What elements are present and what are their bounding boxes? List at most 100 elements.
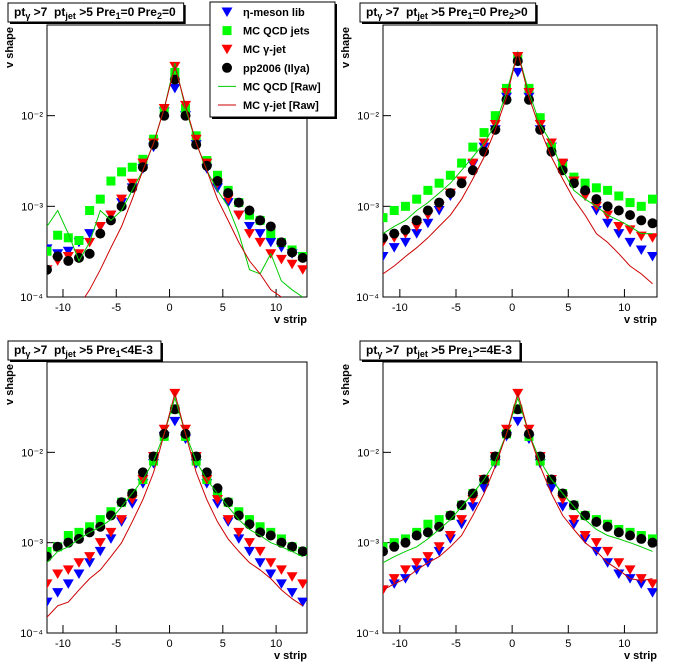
pad: 10⁻⁴ 10⁻³ 10⁻² -10 -5 0 5 10v strip v shape ptγ >… bbox=[340, 2, 658, 326]
title-box: ptγ >7 ptjet >5 Pre1<4E-3 bbox=[7, 340, 163, 362]
y-tick-label: 10⁻² bbox=[357, 447, 379, 459]
marker-square bbox=[85, 205, 95, 215]
title-subscript: γ bbox=[25, 11, 30, 21]
marker-triangle bbox=[233, 527, 245, 538]
marker-square bbox=[490, 111, 500, 121]
marker-triangle bbox=[399, 565, 411, 575]
y-tick-label: 10⁻⁴ bbox=[356, 292, 379, 304]
marker-square bbox=[434, 515, 444, 525]
y-axis-label: v shape bbox=[340, 27, 352, 68]
marker-circle bbox=[255, 215, 266, 226]
marker-circle bbox=[276, 237, 287, 248]
data-layer bbox=[383, 388, 657, 598]
marker-triangle bbox=[116, 515, 128, 525]
marker-circle bbox=[434, 521, 445, 532]
marker-triangle bbox=[286, 259, 298, 270]
title-subscript: jet bbox=[64, 11, 76, 21]
title-part: >0 bbox=[514, 5, 528, 19]
marker-triangle bbox=[568, 515, 580, 525]
y-axis-label: v shape bbox=[4, 364, 16, 405]
legend-label: MC γ-jet [Raw] bbox=[243, 100, 319, 112]
marker-triangle bbox=[422, 218, 434, 229]
marker-triangle bbox=[613, 221, 625, 232]
y-tick-label: 10⁻² bbox=[21, 447, 43, 459]
marker-circle bbox=[105, 510, 116, 521]
marker-triangle bbox=[221, 44, 233, 55]
marker-triangle bbox=[579, 531, 591, 541]
marker-triangle bbox=[286, 588, 298, 598]
marker-circle bbox=[233, 197, 244, 208]
marker-circle bbox=[383, 546, 388, 557]
marker-triangle bbox=[73, 569, 85, 579]
marker-square bbox=[47, 246, 52, 256]
x-tick-label: -10 bbox=[392, 302, 408, 314]
marker-circle bbox=[222, 62, 232, 73]
marker-triangle bbox=[422, 552, 434, 562]
chart-title: ptγ >7 ptjet >5 Pre1=0 Pre2>0 bbox=[366, 5, 528, 21]
title-part: pt bbox=[14, 5, 25, 19]
marker-triangle bbox=[84, 558, 96, 568]
marker-triangle bbox=[647, 233, 657, 243]
marker-triangle bbox=[613, 558, 625, 568]
marker-triangle bbox=[233, 534, 245, 544]
marker-triangle bbox=[590, 538, 602, 548]
marker-square bbox=[266, 229, 276, 239]
data-layer bbox=[383, 50, 657, 285]
marker-triangle bbox=[512, 67, 524, 78]
marker-triangle bbox=[557, 502, 569, 512]
pad: 10⁻⁴ 10⁻³ 10⁻² -10 -5 0 5 10v strip v shape ptγ >… bbox=[340, 340, 658, 662]
x-axis-label: v strip bbox=[624, 650, 657, 662]
y-tick-label: 10⁻³ bbox=[21, 201, 43, 213]
marker-triangle bbox=[647, 251, 657, 262]
marker-square bbox=[95, 194, 105, 204]
marker-circle bbox=[501, 94, 512, 105]
marker-square bbox=[63, 233, 73, 243]
marker-square bbox=[636, 201, 646, 211]
marker-square bbox=[74, 527, 84, 537]
title-bg bbox=[7, 340, 162, 361]
title-part: pt bbox=[366, 343, 377, 357]
marker-triangle bbox=[52, 588, 64, 598]
marker-circle bbox=[602, 201, 613, 212]
marker-square bbox=[389, 205, 399, 215]
marker-square bbox=[457, 158, 467, 168]
marker-triangle bbox=[254, 546, 266, 557]
title-part: =0 bbox=[162, 5, 176, 19]
marker-circle bbox=[422, 205, 433, 216]
x-tick-label: 0 bbox=[509, 302, 515, 314]
marker-circle bbox=[389, 541, 400, 552]
marker-circle bbox=[434, 197, 445, 208]
y-tick-label: 10⁻⁴ bbox=[20, 292, 43, 304]
title-subscript: jet bbox=[416, 349, 428, 359]
series-line bbox=[383, 391, 653, 591]
marker-triangle bbox=[624, 565, 636, 575]
x-tick-label: 0 bbox=[166, 302, 172, 314]
marker-circle bbox=[212, 176, 223, 187]
x-axis-label: v strip bbox=[274, 650, 307, 662]
marker-square bbox=[222, 26, 232, 36]
marker-triangle bbox=[297, 597, 307, 608]
marker-triangle bbox=[275, 579, 287, 589]
marker-circle bbox=[602, 521, 613, 532]
series-line bbox=[47, 396, 303, 564]
marker-triangle bbox=[190, 134, 202, 145]
x-tick-label: -10 bbox=[55, 638, 71, 650]
marker-triangle bbox=[47, 597, 53, 608]
marker-triangle bbox=[647, 579, 657, 589]
marker-circle bbox=[625, 530, 636, 541]
marker-circle bbox=[625, 210, 636, 221]
marker-square bbox=[423, 519, 433, 529]
marker-square bbox=[383, 213, 388, 223]
marker-triangle bbox=[47, 244, 53, 254]
marker-triangle bbox=[222, 515, 234, 525]
marker-circle bbox=[52, 251, 63, 262]
marker-square bbox=[74, 235, 84, 245]
legend-label: MC QCD [Raw] bbox=[243, 81, 321, 93]
marker-circle bbox=[63, 255, 74, 266]
title-part: >5 Pre bbox=[428, 343, 468, 357]
title-subscript: 1 bbox=[468, 349, 473, 359]
marker-triangle bbox=[116, 194, 128, 205]
title-part: pt bbox=[366, 5, 377, 19]
marker-circle bbox=[467, 165, 478, 176]
title-subscript: 2 bbox=[157, 11, 162, 21]
